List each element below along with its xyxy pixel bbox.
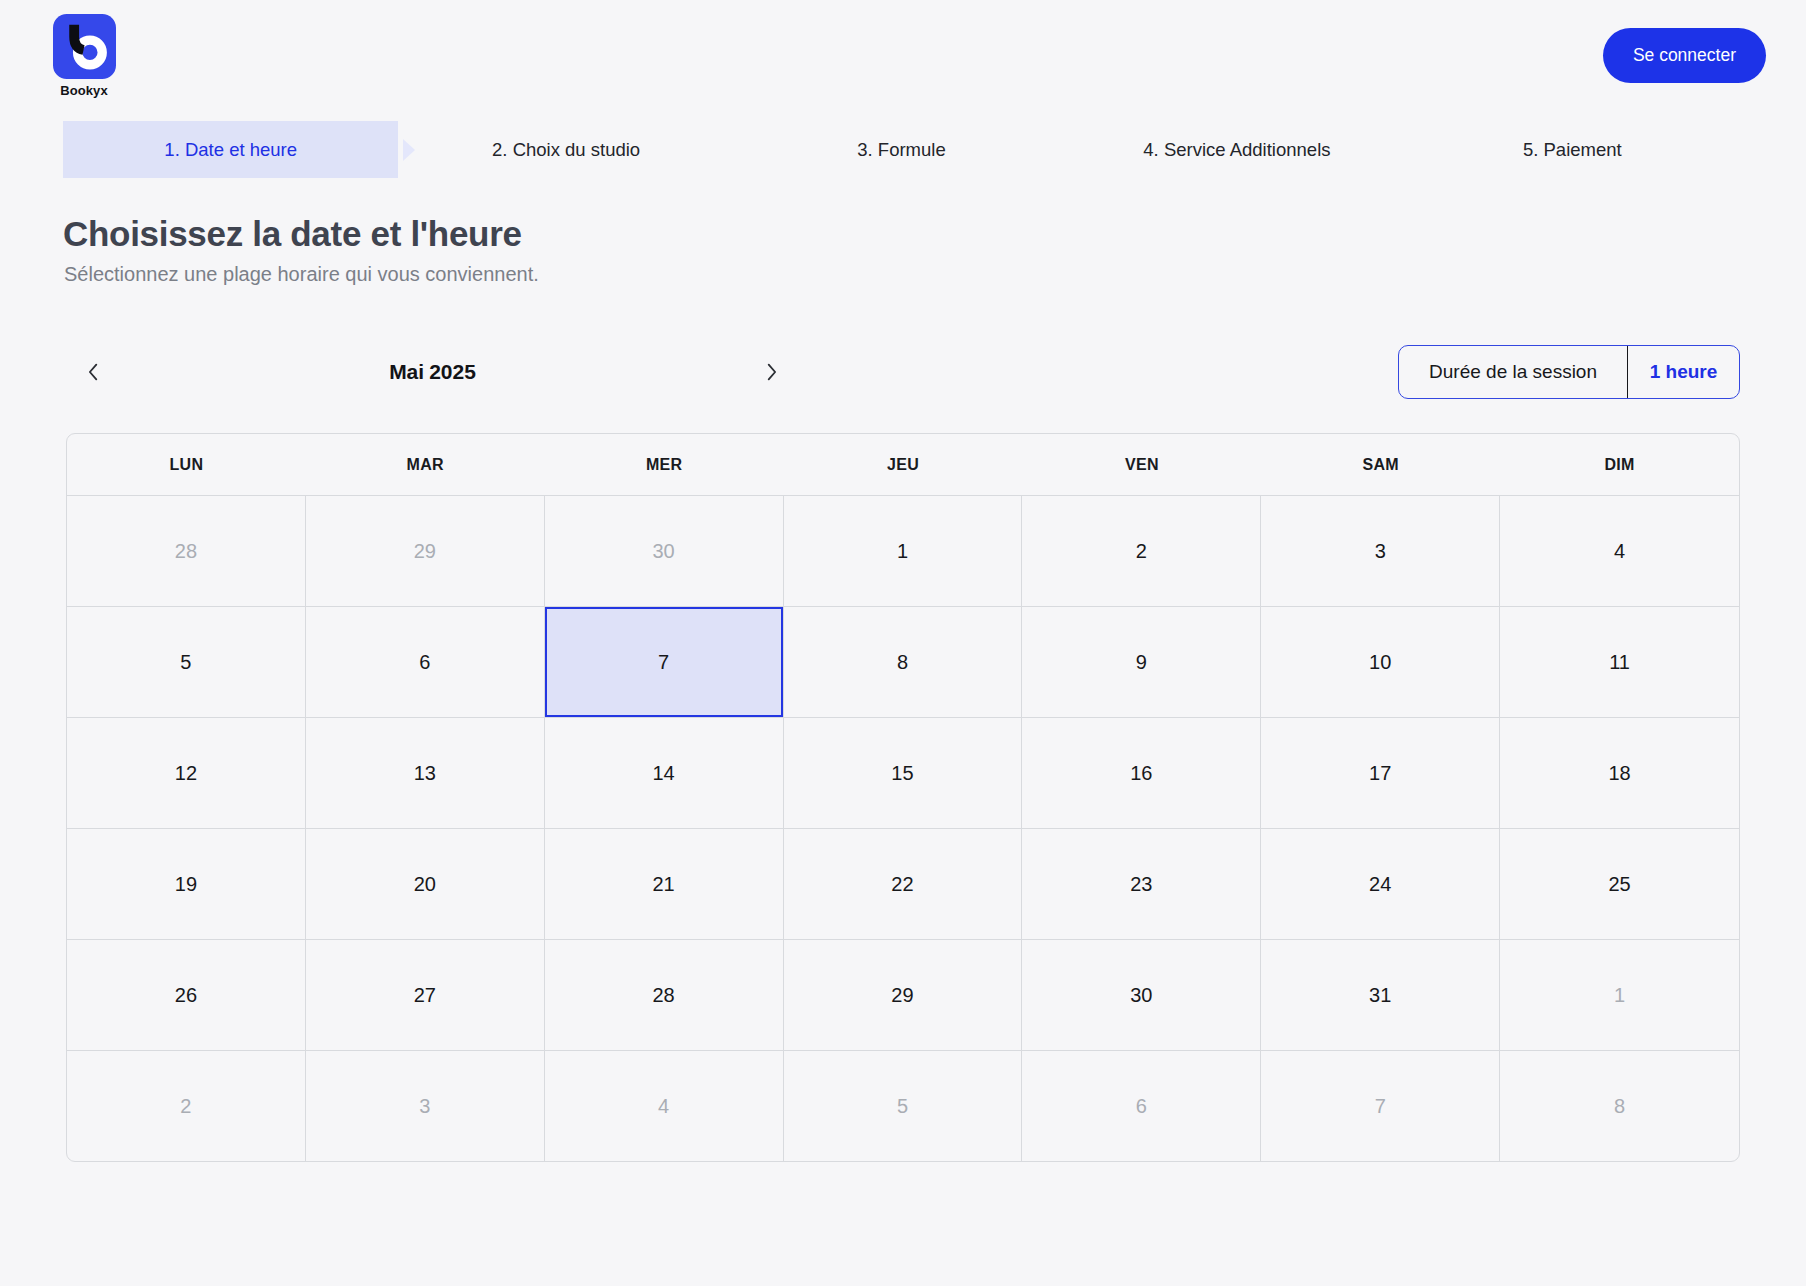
step-label: 3. Formule — [857, 139, 945, 161]
calendar-day-cell: 2 — [67, 1051, 306, 1161]
calendar-week-row: 19202122232425 — [67, 828, 1739, 939]
calendar-day-cell[interactable]: 13 — [306, 718, 545, 828]
page-subtitle: Sélectionnez une plage horaire qui vous … — [64, 263, 1742, 286]
session-duration-control[interactable]: Durée de la session 1 heure — [1398, 345, 1740, 399]
calendar-day-cell-selected[interactable]: 7 — [545, 607, 784, 717]
calendar-day-cell[interactable]: 21 — [545, 829, 784, 939]
weekday-header-row: LUN MAR MER JEU VEN SAM DIM — [67, 434, 1739, 495]
year: 2025 — [429, 360, 476, 383]
calendar-day-cell: 6 — [1022, 1051, 1261, 1161]
login-button[interactable]: Se connecter — [1603, 28, 1766, 83]
calendar-section: Mai2025 Durée de la session 1 heure LUN … — [66, 344, 1740, 1162]
calendar-day-cell[interactable]: 26 — [67, 940, 306, 1050]
weekday-label: VEN — [1022, 434, 1261, 495]
weekday-label: SAM — [1261, 434, 1500, 495]
calendar-day-cell[interactable]: 14 — [545, 718, 784, 828]
calendar-day-cell[interactable]: 8 — [784, 607, 1023, 717]
calendar-day-cell[interactable]: 11 — [1500, 607, 1739, 717]
calendar-week-row: 2829301234 — [67, 495, 1739, 606]
weekday-label: DIM — [1500, 434, 1739, 495]
calendar-day-cell[interactable]: 18 — [1500, 718, 1739, 828]
calendar-day-cell: 30 — [545, 496, 784, 606]
calendar-day-cell[interactable]: 19 — [67, 829, 306, 939]
calendar-day-cell[interactable]: 6 — [306, 607, 545, 717]
calendar-day-cell[interactable]: 27 — [306, 940, 545, 1050]
calendar-day-cell[interactable]: 29 — [784, 940, 1023, 1050]
calendar-day-cell[interactable]: 22 — [784, 829, 1023, 939]
calendar-day-cell: 5 — [784, 1051, 1023, 1161]
calendar-week-row: 2627282930311 — [67, 939, 1739, 1050]
step-paiement[interactable]: 5. Paiement — [1405, 121, 1740, 178]
calendar-week-row: 12131415161718 — [67, 717, 1739, 828]
calendar-day-cell: 4 — [545, 1051, 784, 1161]
step-formule[interactable]: 3. Formule — [734, 121, 1069, 178]
step-service-additionnels[interactable]: 4. Service Additionnels — [1069, 121, 1404, 178]
bookyx-logo[interactable]: Bookyx — [52, 14, 116, 98]
month-navigator: Mai2025 — [66, 344, 799, 400]
calendar-day-cell[interactable]: 28 — [545, 940, 784, 1050]
calendar-day-cell: 3 — [306, 1051, 545, 1161]
calendar-week-row: 567891011 — [67, 606, 1739, 717]
session-duration-label: Durée de la session — [1399, 346, 1627, 398]
session-duration-value[interactable]: 1 heure — [1627, 346, 1739, 398]
step-label: 1. Date et heure — [164, 139, 297, 161]
step-label: 5. Paiement — [1523, 139, 1622, 161]
weekday-label: MER — [545, 434, 784, 495]
calendar-day-cell[interactable]: 9 — [1022, 607, 1261, 717]
calendar-day-cell[interactable]: 31 — [1261, 940, 1500, 1050]
calendar-day-cell[interactable]: 24 — [1261, 829, 1500, 939]
calendar-day-cell: 28 — [67, 496, 306, 606]
calendar-day-cell[interactable]: 20 — [306, 829, 545, 939]
weekday-label: MAR — [306, 434, 545, 495]
calendar-nav: Mai2025 Durée de la session 1 heure — [66, 344, 1740, 400]
calendar-day-cell[interactable]: 4 — [1500, 496, 1739, 606]
bookyx-logo-icon — [53, 14, 116, 79]
calendar-grid: LUN MAR MER JEU VEN SAM DIM 282930123456… — [66, 433, 1740, 1162]
calendar-day-cell: 29 — [306, 496, 545, 606]
step-label: 2. Choix du studio — [492, 139, 640, 161]
top-bar: Bookyx Se connecter — [0, 0, 1806, 97]
step-choix-studio[interactable]: 2. Choix du studio — [398, 121, 733, 178]
weekday-label: LUN — [67, 434, 306, 495]
weekday-label: JEU — [784, 434, 1023, 495]
step-label: 4. Service Additionnels — [1143, 139, 1330, 161]
calendar-day-cell[interactable]: 3 — [1261, 496, 1500, 606]
brand-name: Bookyx — [60, 83, 108, 98]
calendar-day-cell[interactable]: 5 — [67, 607, 306, 717]
month-title: Mai2025 — [66, 360, 799, 384]
calendar-day-cell[interactable]: 1 — [784, 496, 1023, 606]
calendar-day-cell: 1 — [1500, 940, 1739, 1050]
calendar-day-cell[interactable]: 15 — [784, 718, 1023, 828]
calendar-day-cell[interactable]: 12 — [67, 718, 306, 828]
page-title: Choisissez la date et l'heure — [63, 214, 1743, 254]
calendar-day-cell[interactable]: 16 — [1022, 718, 1261, 828]
calendar-day-cell[interactable]: 25 — [1500, 829, 1739, 939]
calendar-day-cell[interactable]: 10 — [1261, 607, 1500, 717]
calendar-day-cell[interactable]: 23 — [1022, 829, 1261, 939]
calendar-grid-body: 2829301234567891011121314151617181920212… — [67, 495, 1739, 1161]
month-name: Mai — [389, 360, 424, 383]
calendar-week-row: 2345678 — [67, 1050, 1739, 1161]
calendar-day-cell[interactable]: 2 — [1022, 496, 1261, 606]
calendar-day-cell: 7 — [1261, 1051, 1500, 1161]
calendar-day-cell[interactable]: 17 — [1261, 718, 1500, 828]
calendar-day-cell: 8 — [1500, 1051, 1739, 1161]
calendar-day-cell[interactable]: 30 — [1022, 940, 1261, 1050]
step-wizard: 1. Date et heure 2. Choix du studio 3. F… — [63, 121, 1740, 178]
step-date-heure[interactable]: 1. Date et heure — [63, 121, 398, 178]
